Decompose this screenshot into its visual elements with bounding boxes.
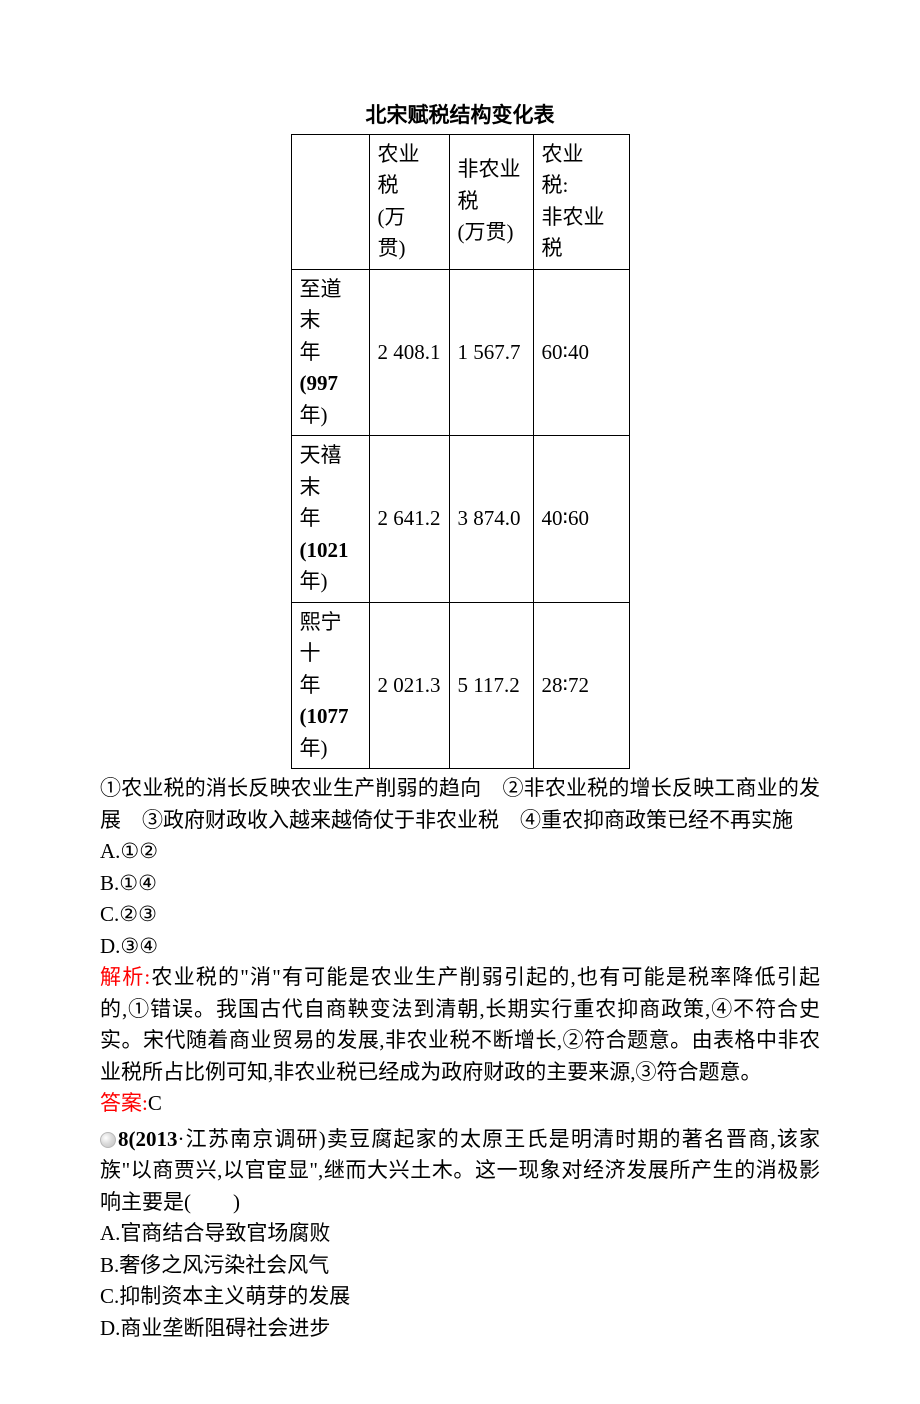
tax-table: 农业税(万贯) 非农业税(万贯) 农业税:非农业税 至道末年(997年) 2 4… [291, 134, 630, 770]
cell-agri: 2 021.3 [369, 602, 449, 769]
cell-period: 天禧末年(1021年) [291, 436, 369, 603]
answer-label: 答案: [100, 1091, 148, 1115]
analysis-block: 解析:农业税的"消"有可能是农业生产削弱引起的,也有可能是税率降低引起的,①错误… [100, 962, 820, 1088]
cell-period: 熙宁十年(1077年) [291, 602, 369, 769]
col-header-agri: 农业税(万贯) [369, 134, 449, 269]
col-header-nonagri: 非农业税(万贯) [449, 134, 533, 269]
table-row: 至道末年(997年) 2 408.1 1 567.7 60∶40 [291, 269, 629, 436]
option-b: B.①④ [100, 868, 820, 900]
col-header-period [291, 134, 369, 269]
q8-option-b: B.奢侈之风污染社会风气 [100, 1250, 820, 1282]
analysis-text: 农业税的"消"有可能是农业生产削弱引起的,也有可能是税率降低引起的,①错误。我国… [100, 965, 820, 1084]
option-d: D.③④ [100, 931, 820, 963]
answer-block: 答案:C [100, 1088, 820, 1120]
cell-ratio: 28∶72 [533, 602, 629, 769]
cell-period: 至道末年(997年) [291, 269, 369, 436]
table-row: 熙宁十年(1077年) 2 021.3 5 117.2 28∶72 [291, 602, 629, 769]
q8-block: 8(2013·江苏南京调研)卖豆腐起家的太原王氏是明清时期的著名晋商,该家族"以… [100, 1124, 820, 1219]
q8-option-a: A.官商结合导致官场腐败 [100, 1218, 820, 1250]
answer-value: C [148, 1091, 162, 1115]
cell-ratio: 60∶40 [533, 269, 629, 436]
table-header-row: 农业税(万贯) 非农业税(万贯) 农业税:非农业税 [291, 134, 629, 269]
col-header-ratio: 农业税:非农业税 [533, 134, 629, 269]
cell-nonagri: 5 117.2 [449, 602, 533, 769]
analysis-label: 解析: [100, 965, 150, 989]
options-block: A.①② B.①④ C.②③ D.③④ [100, 836, 820, 962]
q8-options-block: A.官商结合导致官场腐败 B.奢侈之风污染社会风气 C.抑制资本主义萌芽的发展 … [100, 1218, 820, 1344]
q8-number: 8(2013 [118, 1127, 178, 1151]
option-c: C.②③ [100, 899, 820, 931]
q8-source: ·江苏南京调研) [178, 1127, 326, 1151]
table-title: 北宋赋税结构变化表 [100, 100, 820, 132]
option-a: A.①② [100, 836, 820, 868]
cell-nonagri: 1 567.7 [449, 269, 533, 436]
cell-agri: 2 641.2 [369, 436, 449, 603]
statements-text: ①农业税的消长反映农业生产削弱的趋向 ②非农业税的增长反映工商业的发展 ③政府财… [100, 773, 820, 836]
cell-agri: 2 408.1 [369, 269, 449, 436]
cell-nonagri: 3 874.0 [449, 436, 533, 603]
bullet-icon [100, 1132, 116, 1148]
cell-ratio: 40∶60 [533, 436, 629, 603]
q8-option-d: D.商业垄断阻碍社会进步 [100, 1313, 820, 1345]
table-row: 天禧末年(1021年) 2 641.2 3 874.0 40∶60 [291, 436, 629, 603]
q8-option-c: C.抑制资本主义萌芽的发展 [100, 1281, 820, 1313]
